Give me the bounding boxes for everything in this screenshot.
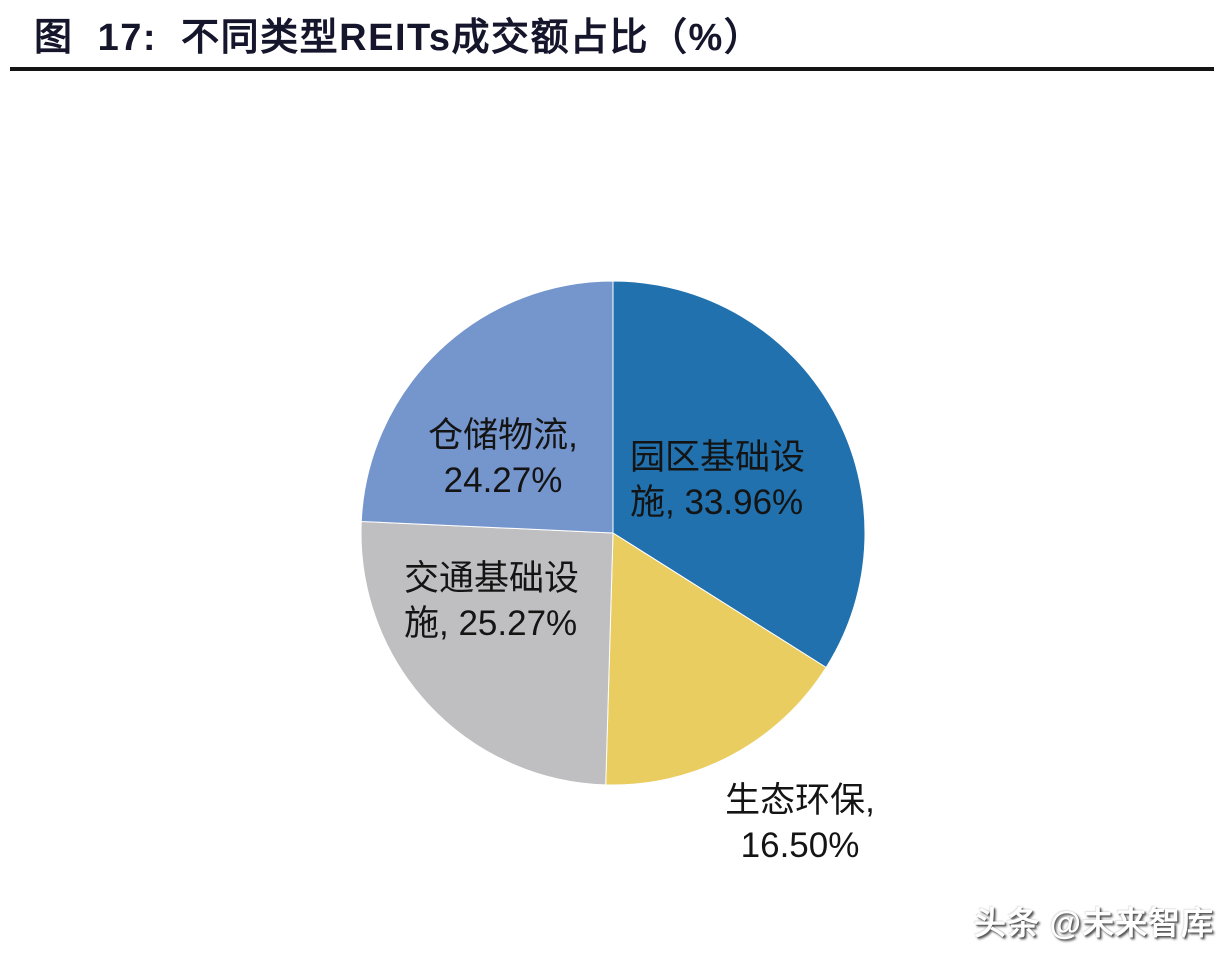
pie-slice-仓储物流 bbox=[360, 280, 614, 534]
pie-label-line: 施, 25.27% bbox=[404, 604, 578, 643]
pie-label-line: 交通基础设 bbox=[404, 559, 580, 598]
figure-title: 图 17: 不同类型REITs成交额占比（%） bbox=[34, 17, 764, 59]
pie-label-line: 16.50% bbox=[740, 826, 860, 865]
pie-slice-生态环保 bbox=[605, 532, 827, 786]
pie-label-line: 24.27% bbox=[443, 461, 563, 500]
pie-label-park-infrastructure: 园区基础设 施, 33.96% bbox=[630, 435, 805, 525]
pie-label-line: 生态环保, bbox=[725, 781, 875, 820]
pie-label-warehouse-logistics: 仓储物流, 24.27% bbox=[428, 413, 578, 503]
pie-label-transport-infrastructure: 交通基础设 施, 25.27% bbox=[404, 556, 579, 646]
pie-slice-交通基础设施 bbox=[360, 520, 614, 786]
pie-label-line: 仓储物流, bbox=[428, 416, 578, 455]
pie-label-ecological-protection: 生态环保, 16.50% bbox=[725, 778, 875, 868]
pie-label-line: 园区基础设 bbox=[630, 438, 806, 477]
title-divider-rule bbox=[10, 67, 1214, 71]
pie-slice-园区基础设施 bbox=[612, 280, 866, 669]
pie-label-line: 施, 33.96% bbox=[630, 483, 804, 522]
watermark: 头条 @未来智库 bbox=[973, 905, 1214, 941]
